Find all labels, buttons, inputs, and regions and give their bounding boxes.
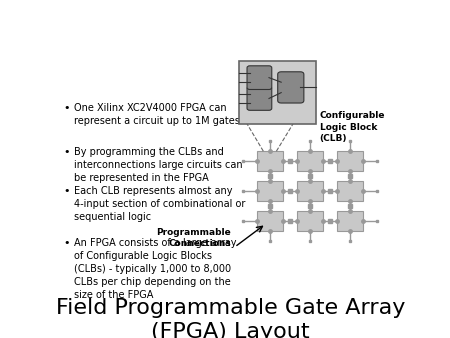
Text: Programmable
Connections: Programmable Connections bbox=[156, 228, 231, 248]
FancyBboxPatch shape bbox=[297, 211, 323, 231]
FancyBboxPatch shape bbox=[297, 181, 323, 201]
Text: An FPGA consists of a large array
of Configurable Logic Blocks
(CLBs) - typicall: An FPGA consists of a large array of Con… bbox=[74, 238, 236, 299]
FancyBboxPatch shape bbox=[278, 72, 304, 103]
FancyBboxPatch shape bbox=[247, 87, 272, 110]
FancyBboxPatch shape bbox=[247, 66, 272, 90]
FancyBboxPatch shape bbox=[257, 211, 283, 231]
Text: Configurable
Logic Block
(CLB): Configurable Logic Block (CLB) bbox=[320, 111, 385, 143]
FancyBboxPatch shape bbox=[337, 211, 363, 231]
FancyBboxPatch shape bbox=[297, 151, 323, 171]
FancyBboxPatch shape bbox=[337, 181, 363, 201]
Text: •: • bbox=[63, 238, 70, 248]
FancyBboxPatch shape bbox=[337, 151, 363, 171]
FancyBboxPatch shape bbox=[257, 181, 283, 201]
FancyBboxPatch shape bbox=[239, 62, 316, 124]
Text: One Xilinx XC2V4000 FPGA can
represent a circuit up to 1M gates: One Xilinx XC2V4000 FPGA can represent a… bbox=[74, 103, 239, 126]
FancyBboxPatch shape bbox=[257, 151, 283, 171]
Text: •: • bbox=[63, 147, 70, 157]
Text: By programming the CLBs and
interconnections large circuits can
be represented i: By programming the CLBs and interconnect… bbox=[74, 147, 242, 183]
Text: Field Programmable Gate Array
(FPGA) Layout: Field Programmable Gate Array (FPGA) Lay… bbox=[56, 298, 405, 338]
Text: •: • bbox=[63, 103, 70, 113]
Text: Each CLB represents almost any
4-input section of combinational or
sequential lo: Each CLB represents almost any 4-input s… bbox=[74, 186, 245, 222]
Text: •: • bbox=[63, 186, 70, 196]
